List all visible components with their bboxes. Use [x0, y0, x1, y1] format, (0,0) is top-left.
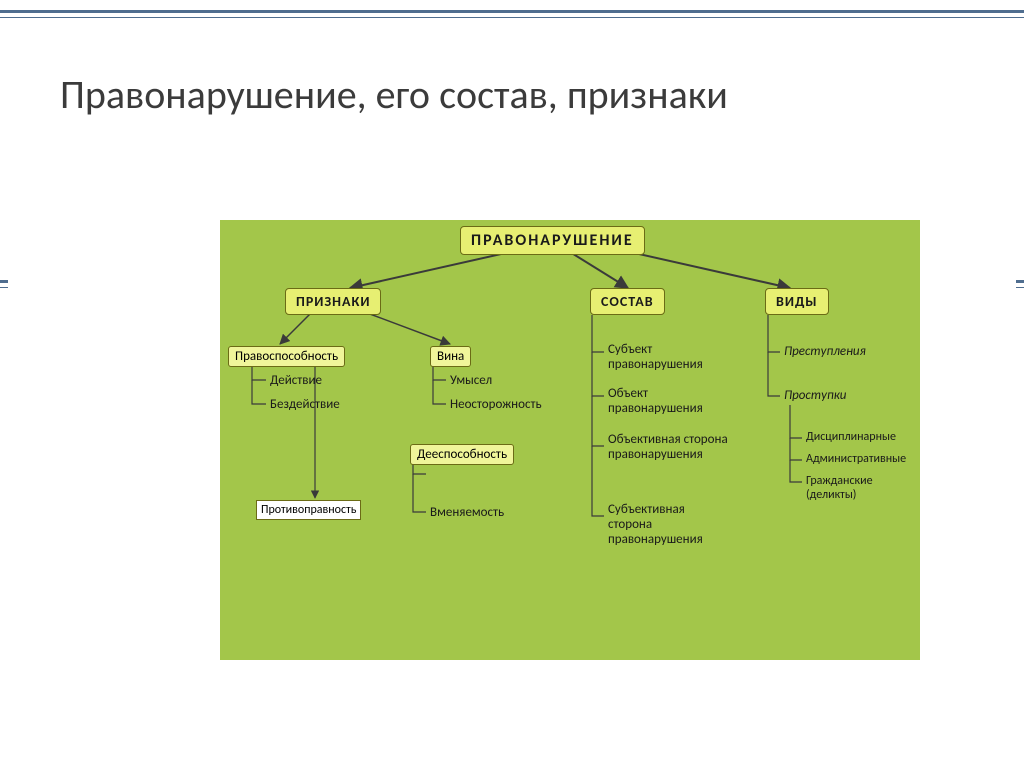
box-capacity: Правоспособность — [228, 346, 345, 367]
right-tick — [1016, 280, 1024, 288]
slide: Правонарушение, его состав, признаки — [0, 0, 1024, 767]
txt-offenses: Проступки — [784, 388, 846, 403]
txt-intent: Умысел — [450, 373, 492, 388]
diagram-area: ПРАВОНАРУШЕНИЕ ПРИЗНАКИ СОСТАВ ВИДЫ Прав… — [220, 220, 920, 660]
txt-sanity: Вменяемость — [430, 505, 504, 520]
txt-civil: Гражданские (деликты) — [806, 474, 916, 502]
top-accent-bar — [0, 10, 1024, 18]
txt-inaction: Бездействие — [270, 397, 340, 412]
txt-negligence: Неосторожность — [450, 397, 542, 412]
branch-priznaki: ПРИЗНАКИ — [285, 288, 381, 315]
box-illegality: Противоправность — [256, 500, 361, 520]
txt-crimes: Преступления — [784, 344, 866, 359]
txt-subj: Субъект правонарушения — [608, 342, 728, 372]
left-tick — [0, 280, 8, 288]
txt-obj: Объект правонарушения — [608, 386, 728, 416]
box-deesp: Дееспособность — [410, 444, 514, 465]
txt-objside: Объективная сторона правонарушения — [608, 432, 728, 462]
txt-subjside: Субъективная сторона правонарушения — [608, 502, 728, 547]
branch-vidy: ВИДЫ — [765, 288, 829, 315]
branch-sostav: СОСТАВ — [590, 288, 665, 315]
txt-action: Действие — [270, 373, 322, 388]
txt-disc: Дисциплинарные — [806, 430, 896, 444]
root-box: ПРАВОНАРУШЕНИЕ — [460, 226, 645, 255]
box-fault: Вина — [430, 346, 471, 367]
slide-title: Правонарушение, его состав, признаки — [60, 70, 728, 119]
txt-admin: Административные — [806, 452, 906, 466]
